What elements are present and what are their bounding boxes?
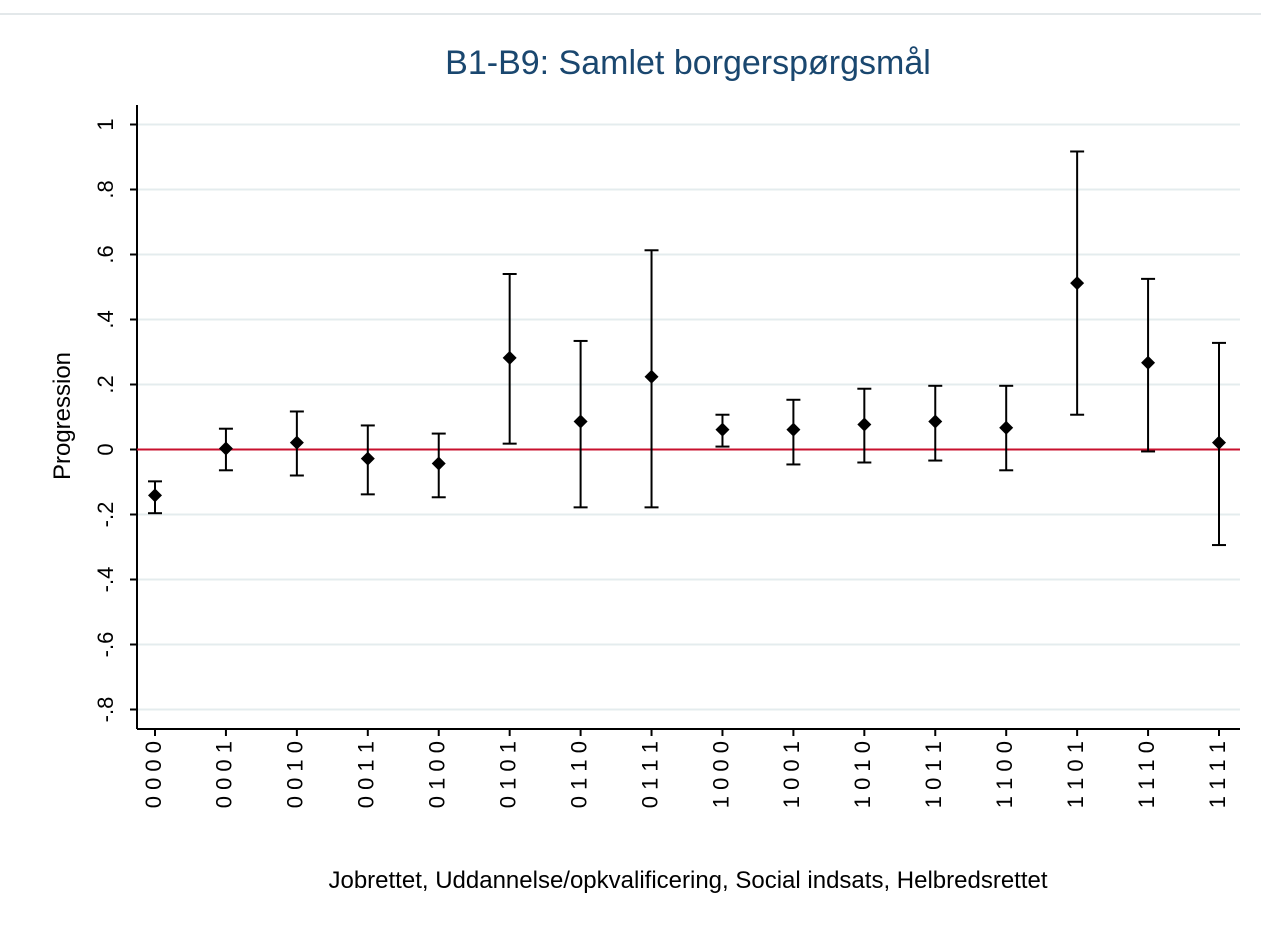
x-tick-label: 0 1 0 1 [495,741,520,808]
x-tick-label: 1 1 1 0 [1134,741,1159,808]
y-tick-label: -.6 [93,632,118,658]
point [786,422,801,437]
point [715,422,730,437]
point [431,456,446,471]
x-tick-label: 1 1 1 1 [1205,741,1230,808]
x-tick-label: 1 1 0 1 [1063,741,1088,808]
point [1070,276,1085,291]
point [148,488,162,503]
x-tick-label: 0 1 1 1 [637,741,662,808]
point [573,414,588,429]
x-tick-label: 0 0 0 1 [212,741,237,808]
y-tick-label: .2 [93,375,118,393]
x-axis-title: Jobrettet, Uddannelse/opkvalificering, S… [328,867,1047,894]
x-tick-label: 1 0 0 0 [708,741,733,808]
x-tick-label: 0 0 0 0 [141,741,166,808]
point [928,414,943,429]
y-tick-label: -.8 [93,697,118,723]
y-tick-label: 0 [93,443,118,455]
x-tick-label: 1 1 0 0 [992,741,1017,808]
point [857,417,872,432]
x-tick-label: 0 0 1 0 [283,741,308,808]
point [502,350,517,365]
x-tick-label: 0 1 0 0 [425,741,450,808]
y-tick-label: -.4 [93,567,118,593]
point [360,451,375,466]
chart-title: B1-B9: Samlet borgerspørgsmål [445,44,931,82]
y-tick-label: -.2 [93,502,118,528]
point [1212,435,1226,450]
point [289,435,304,450]
y-tick-label: .6 [93,245,118,263]
x-tick-label: 1 0 0 1 [779,741,804,808]
x-tick-label: 1 0 1 1 [921,741,946,808]
x-tick-label: 0 1 1 0 [566,741,591,808]
x-tick-label: 1 0 1 0 [850,741,875,808]
x-tick-label: 0 0 1 1 [354,741,379,808]
point [644,369,659,384]
point [999,420,1014,435]
y-tick-label: .8 [93,180,118,198]
point [1141,355,1156,370]
y-tick-label: .4 [93,310,118,328]
y-axis-title: Progression [49,352,76,480]
y-tick-label: 1 [93,118,118,130]
point [218,441,233,456]
